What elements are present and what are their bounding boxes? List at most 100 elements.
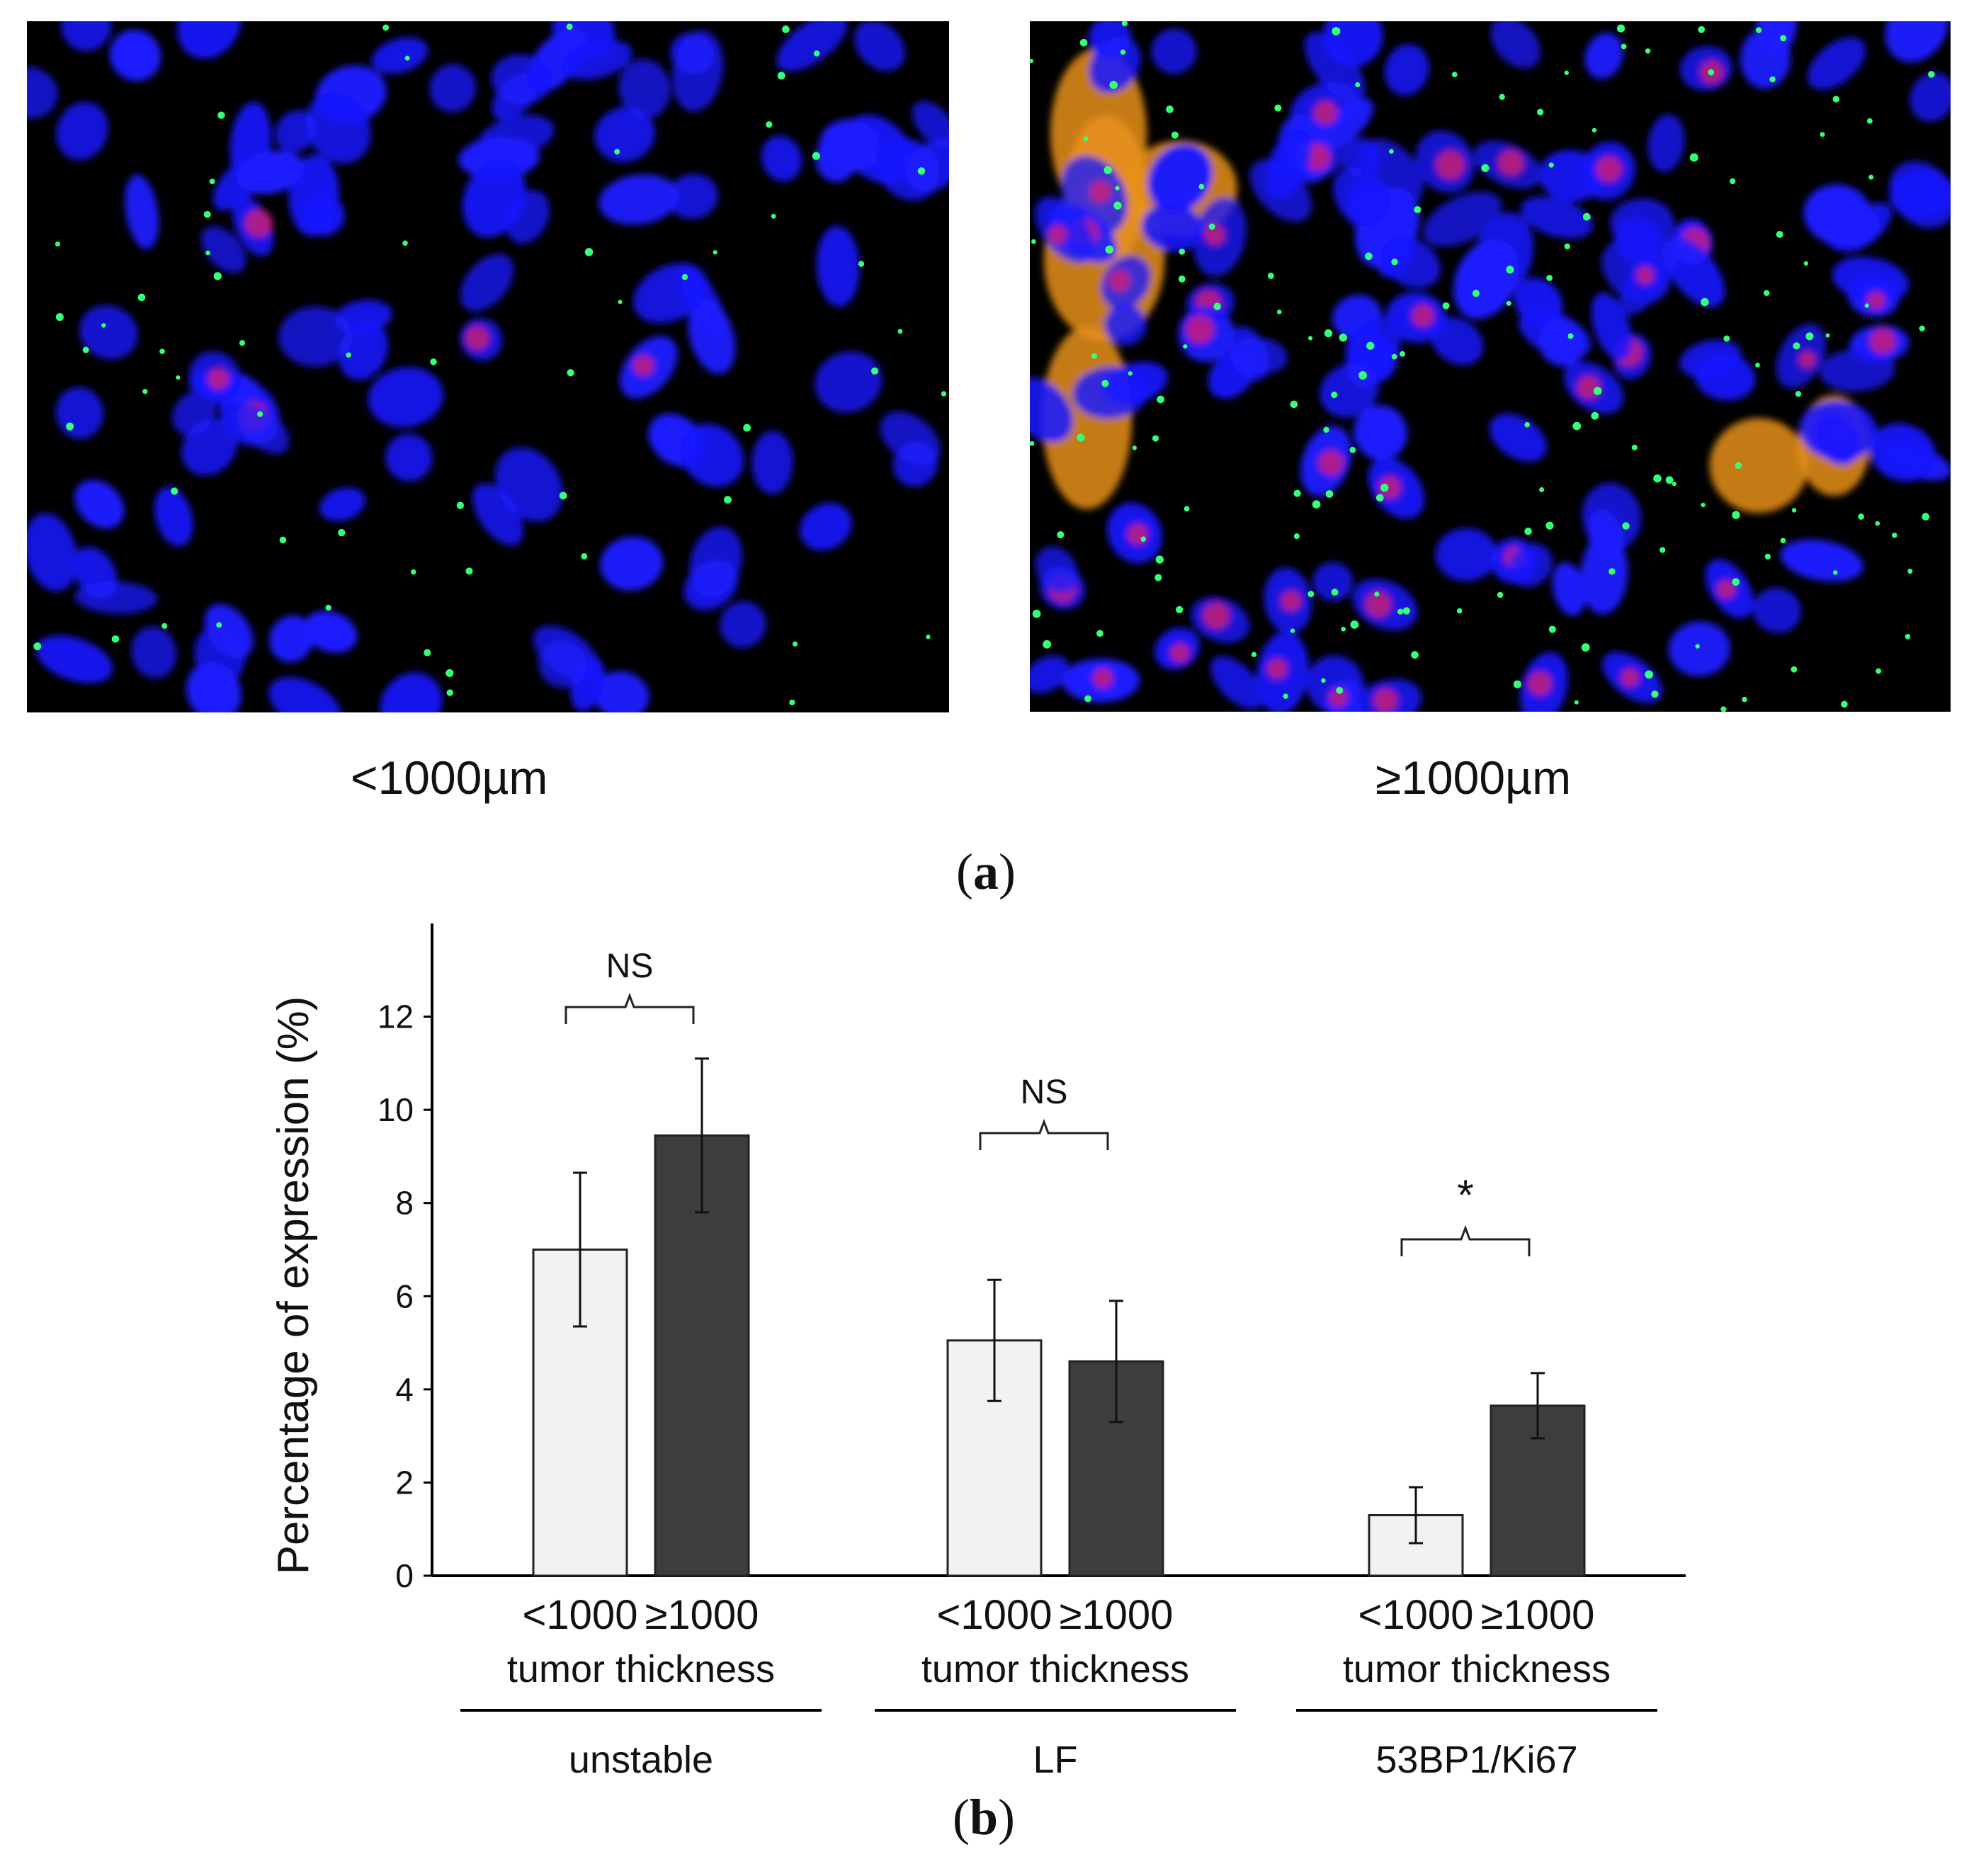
nucleus bbox=[1780, 539, 1863, 582]
nucleus bbox=[55, 387, 104, 439]
nucleus bbox=[385, 433, 433, 482]
nucleus bbox=[842, 115, 913, 184]
foci-dot bbox=[926, 635, 931, 639]
foci-dot bbox=[1803, 261, 1809, 266]
foci-dot bbox=[566, 23, 573, 30]
nucleus bbox=[154, 487, 193, 547]
foci-dot bbox=[430, 358, 437, 365]
nucleus bbox=[1753, 588, 1801, 633]
nucleus bbox=[1435, 528, 1497, 581]
nucleus bbox=[177, 21, 242, 59]
foci-dot bbox=[1456, 608, 1463, 614]
nucleus bbox=[56, 102, 108, 161]
foci-dot bbox=[1128, 371, 1133, 376]
nucleus bbox=[1453, 239, 1519, 319]
group-name: unstable bbox=[569, 1739, 713, 1781]
foci-dot bbox=[1698, 25, 1706, 33]
foci-dot bbox=[614, 149, 620, 155]
foci-dot bbox=[1539, 487, 1545, 492]
nucleus bbox=[371, 37, 429, 74]
foci-dot bbox=[1536, 108, 1544, 115]
nucleus bbox=[761, 135, 802, 182]
nucleus bbox=[27, 513, 78, 592]
foci-dot bbox=[1582, 212, 1591, 221]
nucleus bbox=[1520, 196, 1593, 239]
group-name: LF bbox=[1033, 1739, 1077, 1781]
foci-dot bbox=[1184, 506, 1190, 512]
foci-dot bbox=[1764, 553, 1771, 559]
ki67-signal bbox=[1108, 270, 1130, 292]
foci-dot bbox=[137, 293, 146, 302]
nucleus bbox=[598, 174, 679, 225]
foci-dot bbox=[1832, 96, 1839, 103]
ki67-signal bbox=[1204, 224, 1225, 246]
nucleus bbox=[72, 547, 118, 599]
ki67-signal bbox=[1373, 688, 1398, 712]
foci-dot bbox=[203, 210, 211, 218]
ki67-signal bbox=[1596, 156, 1622, 183]
foci-dot bbox=[1701, 297, 1709, 307]
foci-dot bbox=[581, 552, 588, 559]
micrograph-thin-tumor-image bbox=[27, 21, 949, 712]
y-tick-label: 6 bbox=[395, 1278, 414, 1314]
red-blood-cell-cluster bbox=[1709, 418, 1808, 513]
foci-dot bbox=[559, 491, 567, 500]
foci-dot bbox=[1572, 421, 1582, 431]
ki67-signal bbox=[1048, 224, 1067, 244]
foci-dot bbox=[1293, 489, 1301, 497]
foci-dot bbox=[1402, 607, 1411, 615]
micrograph-caption-thick: ≥1000µm bbox=[1375, 751, 1572, 804]
nucleus bbox=[1147, 144, 1213, 212]
foci-dot bbox=[1411, 651, 1419, 659]
group-name: 53BP1/Ki67 bbox=[1375, 1739, 1577, 1781]
category-sublabel: <1000 bbox=[937, 1592, 1052, 1638]
bar bbox=[1368, 1513, 1464, 1577]
nucleus bbox=[275, 110, 317, 153]
nucleus bbox=[1384, 44, 1429, 96]
foci-dot bbox=[813, 50, 820, 57]
panel-a-letter: a bbox=[972, 843, 999, 900]
significance-label: NS bbox=[606, 948, 654, 985]
bar-group: <1000 ≥1000 NS tumor thickness unstable bbox=[460, 948, 822, 1781]
foci-dot bbox=[1208, 223, 1215, 230]
tumor-thickness-label: tumor thickness bbox=[507, 1648, 775, 1690]
nucleus bbox=[315, 65, 387, 124]
foci-dot bbox=[1154, 574, 1162, 581]
foci-dot bbox=[1213, 302, 1221, 310]
foci-dot bbox=[777, 72, 785, 80]
foci-dot bbox=[1732, 511, 1740, 519]
foci-dot bbox=[1442, 302, 1450, 309]
foci-dot bbox=[1616, 24, 1625, 33]
nucleus bbox=[1346, 180, 1390, 227]
y-axis-label: Percentage of expression (%) bbox=[269, 996, 318, 1575]
foci-dot bbox=[176, 375, 181, 380]
foci-dot bbox=[1325, 490, 1334, 498]
foci-dot bbox=[1832, 570, 1838, 575]
foci-dot bbox=[325, 604, 331, 611]
nucleus bbox=[1662, 235, 1725, 307]
foci-dot bbox=[111, 635, 120, 643]
nucleus bbox=[905, 139, 949, 192]
foci-dot bbox=[1321, 678, 1326, 683]
foci-dot bbox=[1755, 363, 1760, 368]
foci-dot bbox=[1919, 325, 1925, 331]
ki67-signal bbox=[1636, 266, 1655, 285]
foci-dot bbox=[1858, 513, 1864, 520]
y-tick-label: 0 bbox=[395, 1557, 414, 1594]
foci-dot bbox=[1708, 69, 1715, 76]
foci-dot bbox=[1155, 555, 1164, 564]
y-tick-label: 10 bbox=[378, 1091, 414, 1128]
foci-dot bbox=[1621, 43, 1627, 50]
foci-dot bbox=[1096, 630, 1103, 637]
foci-dot bbox=[1030, 440, 1035, 446]
nucleus bbox=[1210, 656, 1264, 710]
nucleus bbox=[61, 21, 112, 52]
foci-dot bbox=[1331, 589, 1339, 596]
foci-dot bbox=[55, 241, 60, 247]
foci-dot bbox=[213, 272, 222, 280]
nucleus bbox=[269, 615, 314, 663]
foci-dot bbox=[1290, 628, 1295, 633]
category-sublabel: <1000 bbox=[523, 1592, 638, 1638]
foci-dot bbox=[1388, 149, 1394, 154]
foci-dot bbox=[1358, 371, 1367, 380]
